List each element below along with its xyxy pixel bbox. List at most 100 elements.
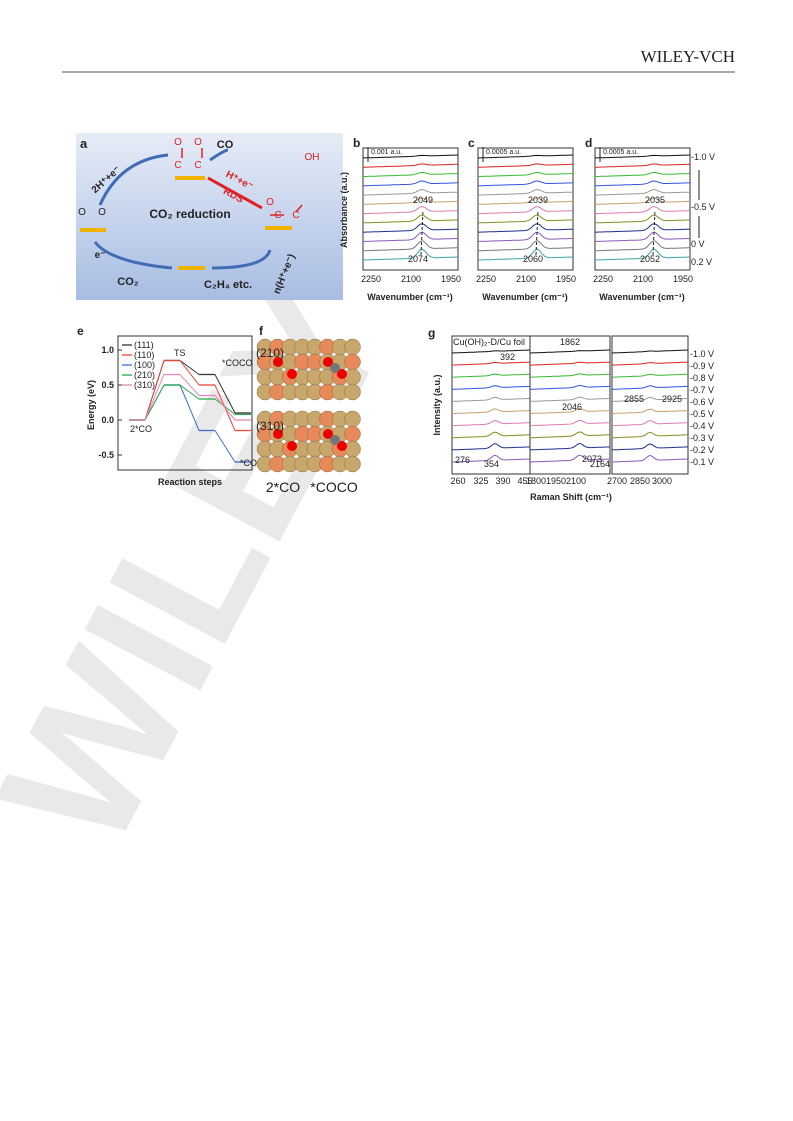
x-tick-label: 1950 xyxy=(546,476,566,486)
peak-guide xyxy=(535,209,539,256)
connector xyxy=(144,360,165,421)
spectrum xyxy=(611,443,689,451)
spectrum xyxy=(594,180,691,187)
spectrum xyxy=(362,163,458,168)
scheme-text: CO xyxy=(217,139,234,151)
axis-label: Wavenumber (cm⁻¹) xyxy=(599,292,684,302)
x-tick-label: 2100 xyxy=(566,476,586,486)
spectrum xyxy=(530,396,611,402)
potential-label: -0.8 V xyxy=(690,373,714,383)
label: 0.001 a.u. xyxy=(371,149,402,156)
potential-label: 0.2 V xyxy=(691,257,712,267)
potential-label: -1.0 V xyxy=(690,349,714,359)
annotation: 2052 xyxy=(640,254,660,264)
x-tick-label: 2100 xyxy=(633,274,653,284)
spectrum xyxy=(529,349,611,354)
spectrum xyxy=(477,248,574,261)
spectrum xyxy=(594,163,690,168)
spectrum xyxy=(477,188,574,196)
publisher: WILEY-VCH xyxy=(641,47,735,66)
connector xyxy=(214,374,236,414)
step-label: *COCO xyxy=(222,358,253,368)
axis-label: Absorbance (a.u.) xyxy=(339,172,349,248)
spectrum xyxy=(529,419,610,427)
step-label: TS xyxy=(174,348,186,358)
spectrum xyxy=(363,240,459,252)
spectrum xyxy=(529,442,611,451)
scheme-text: e⁻ xyxy=(95,250,106,261)
spectrum xyxy=(529,454,611,463)
spectrum xyxy=(451,443,531,451)
scheme-text: OH xyxy=(305,152,320,163)
potential-label: -0.5 V xyxy=(690,409,714,419)
oxygen xyxy=(273,357,283,367)
x-tick-label: 3000 xyxy=(652,476,672,486)
spectrum xyxy=(594,197,690,205)
spectrum xyxy=(451,419,530,427)
spectrum xyxy=(594,231,690,242)
x-tick-label: 2250 xyxy=(593,274,613,284)
plot-frame xyxy=(362,147,459,271)
x-tick-label: 2250 xyxy=(361,274,381,284)
potential-label: 0 V xyxy=(691,239,705,249)
x-tick-label: 2100 xyxy=(516,274,536,284)
spectrum xyxy=(452,396,531,402)
spectrum xyxy=(451,349,531,354)
spectrum xyxy=(594,223,691,233)
atom xyxy=(344,353,361,371)
spectrum xyxy=(451,454,531,463)
bonds xyxy=(181,148,303,216)
x-tick-label: 2100 xyxy=(401,274,421,284)
spectrum xyxy=(477,197,573,205)
y-tick-label: 0.5 xyxy=(101,380,114,390)
x-tick-label: 1800 xyxy=(526,476,546,486)
facet-label: (210) xyxy=(256,346,284,360)
x-tick-label: 260 xyxy=(450,476,465,486)
plot-frame xyxy=(477,147,574,271)
potential-label: -1.0 V xyxy=(691,152,715,162)
spectrum xyxy=(363,205,459,215)
spectrum xyxy=(477,223,574,233)
spectrum xyxy=(451,373,531,378)
connector xyxy=(144,374,165,421)
spectrum xyxy=(452,385,531,390)
scheme-text: C xyxy=(174,160,181,171)
annotation: 392 xyxy=(500,352,515,362)
scheme-text: CO₂ xyxy=(117,276,139,288)
spectrum xyxy=(529,361,611,366)
panel-label: d xyxy=(585,136,592,150)
spectrum xyxy=(362,248,459,261)
connector xyxy=(179,360,200,375)
scheme-text: O xyxy=(194,137,202,148)
panel-label: b xyxy=(353,136,360,150)
spectrum xyxy=(477,154,574,159)
spectrum xyxy=(529,373,611,378)
x-tick-label: 390 xyxy=(495,476,510,486)
annotation: 2049 xyxy=(413,195,433,205)
scheme-text: C xyxy=(292,210,299,221)
spectrum xyxy=(595,171,691,177)
spectrum xyxy=(611,408,688,415)
scheme-bg xyxy=(76,133,343,300)
spectrum xyxy=(530,384,611,390)
legend-label: (110) xyxy=(134,350,154,360)
axis-label: Reaction steps xyxy=(158,477,222,487)
x-tick-label: 455 xyxy=(517,476,532,486)
annotation: 2046 xyxy=(562,402,582,412)
x-tick-label: 1950 xyxy=(673,274,693,284)
state-label: 2*CO xyxy=(266,479,300,495)
sample-label: Cu(OH)₂-D/Cu foil xyxy=(453,337,525,347)
spectrum xyxy=(451,361,531,366)
oxygen xyxy=(273,429,283,439)
spectrum xyxy=(478,240,574,252)
label: 0.0005 a.u. xyxy=(603,149,638,156)
carbon xyxy=(330,363,340,373)
axis-label: Raman Shift (cm⁻¹) xyxy=(530,492,612,502)
y-tick-label: 1.0 xyxy=(101,345,114,355)
spectrum xyxy=(451,408,530,415)
spectrum xyxy=(451,431,531,439)
potential-label: -0.2 V xyxy=(690,445,714,455)
spectrum xyxy=(594,214,691,224)
panel-label: a xyxy=(80,136,88,151)
